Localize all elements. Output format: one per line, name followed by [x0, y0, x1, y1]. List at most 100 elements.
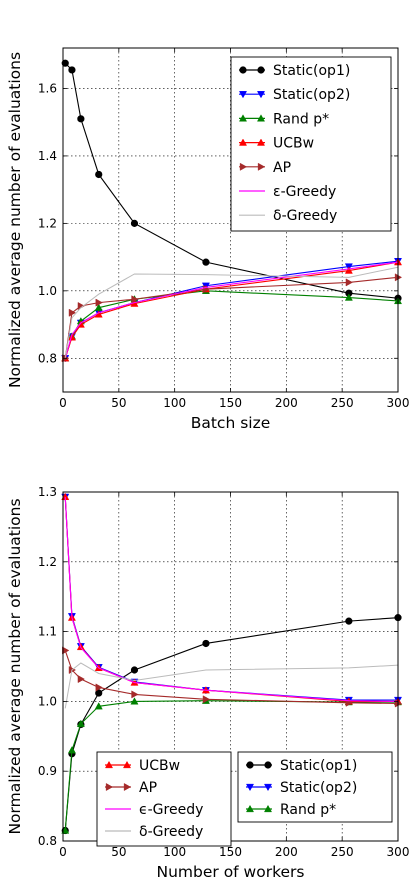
data-point-ap: [95, 298, 103, 307]
x-axis-label: Number of workers: [157, 863, 305, 881]
series-static-op1: [61, 59, 402, 302]
legend-marker: [245, 783, 255, 792]
series-line-greedy: [64, 662, 399, 709]
x-tick-label: 200: [275, 845, 298, 859]
x-tick-label: 250: [331, 396, 354, 410]
data-point-static-op1: [61, 59, 69, 67]
legend-label: Static(op1): [273, 63, 350, 79]
legend-marker: [257, 162, 266, 171]
legend-marker: [263, 804, 273, 813]
legend-item-greedy: ϵ-Greedy: [105, 802, 203, 818]
x-tick-label: 150: [219, 396, 242, 410]
legend-marker: [246, 761, 254, 769]
legend-label: δ-Greedy: [273, 208, 337, 224]
legend-item-static-op1: Static(op1): [239, 63, 350, 79]
legend-label: Static(op2): [280, 780, 357, 796]
series-line-ap: [64, 650, 399, 705]
legend-marker: [238, 114, 248, 122]
data-point-rand-p: [94, 702, 103, 710]
legend-label: Static(op2): [273, 87, 350, 103]
data-point-static-op1: [95, 170, 103, 179]
legend-marker: [257, 66, 265, 74]
data-point-static-op1: [130, 219, 139, 227]
legend-marker: [238, 91, 248, 99]
legend-label: ϵ-Greedy: [139, 802, 203, 818]
data-point-static-op1: [202, 639, 210, 648]
legend-marker: [105, 782, 114, 792]
x-tick-label: 150: [219, 845, 242, 859]
legend-label: Static(op1): [280, 758, 357, 774]
legend-item-ucbw: UCBw: [238, 136, 314, 152]
series-line-ucbw: [64, 496, 398, 702]
series-static-op2: [61, 493, 403, 705]
legend-marker: [239, 162, 248, 171]
legend-label: Rand p*: [273, 111, 329, 127]
x-tick-label: 300: [387, 396, 410, 410]
legend-marker: [104, 760, 114, 769]
series-line-ap: [64, 276, 399, 359]
data-point-ap: [345, 278, 353, 287]
y-tick-label: 0.9: [38, 764, 57, 778]
plot-area: [61, 59, 403, 363]
legend-marker: [123, 782, 132, 792]
series-greedy: [64, 266, 399, 359]
plot-area: [61, 492, 403, 835]
y-tick-label: 1.3: [38, 485, 57, 499]
legend-label: ε-Greedy: [273, 184, 336, 200]
legend-item-static-op2: Static(op2): [245, 780, 357, 796]
legend-marker: [256, 138, 266, 146]
legend-marker: [264, 761, 272, 769]
legend-item-static-op2: Static(op2): [238, 87, 350, 103]
legend-label: AP: [273, 160, 291, 176]
y-tick-label: 0.8: [38, 834, 57, 848]
legend-item-ucbw: UCBw: [104, 758, 180, 774]
legend-box: [96, 751, 232, 847]
data-point-ap: [131, 690, 139, 699]
data-point-ap: [62, 646, 70, 655]
legend-1: Static(op1) Static(op2) Rand p* UCBw AP ε-Gre…: [230, 56, 392, 232]
y-tick-label: 1.2: [38, 555, 57, 569]
y-tick-label: 1.1: [38, 625, 57, 639]
x-tick-label: 200: [275, 396, 298, 410]
legend-marker: [245, 804, 255, 813]
legend-item-rand-p: Rand p*: [245, 802, 336, 818]
y-tick-label: 1.4: [38, 149, 57, 163]
data-point-ap: [131, 295, 139, 304]
data-point-static-op1: [77, 115, 85, 123]
data-point-static-op1: [345, 617, 353, 625]
legend-label: UCBw: [139, 758, 180, 774]
legend-item-greedy: δ-Greedy: [105, 824, 203, 840]
data-point-rand-p: [344, 293, 353, 301]
y-tick-label: 1.0: [38, 284, 57, 298]
legend-marker: [238, 138, 248, 146]
series-ucbw: [61, 258, 403, 362]
data-point-ucbw: [344, 266, 353, 274]
y-axis-label: Normalized average number of evaluations: [6, 52, 24, 388]
chart-2: 0 50 100 150 200 250 300 0.8 0.9 1.0 1.1 1.2 1.3 Numb…: [6, 485, 409, 881]
series-line-greedy: [64, 266, 399, 359]
legend-marker: [239, 66, 247, 74]
x-axis-label: Batch size: [191, 414, 271, 432]
y-axis-label: Normalized average number of evaluations: [6, 498, 24, 834]
legend-marker: [263, 783, 273, 792]
data-point-rand-p: [67, 746, 76, 754]
legend-item-greedy: δ-Greedy: [239, 208, 337, 224]
series-line-greedy: [64, 261, 399, 359]
series-greedy: [64, 261, 399, 359]
data-point-static-op1: [130, 666, 139, 674]
legend-marker: [256, 114, 266, 122]
data-point-ap: [77, 675, 85, 684]
series-rand-p: [61, 286, 403, 362]
legend-marker: [256, 91, 266, 99]
series-ap: [62, 273, 403, 363]
series-line-rand-p: [64, 290, 399, 359]
chart-1: 0 50 100 150 200 250 300 0.8 1.0 1.2 1.4 1.6 Batch s…: [6, 47, 410, 432]
x-tick-label: 100: [163, 845, 186, 859]
legend-box: [230, 56, 392, 232]
legend-marker: [122, 760, 132, 769]
data-point-static-op1: [68, 66, 76, 74]
x-tick-label: 50: [111, 845, 126, 859]
x-tick-label: 100: [163, 396, 186, 410]
x-tick-label: 250: [331, 845, 354, 859]
